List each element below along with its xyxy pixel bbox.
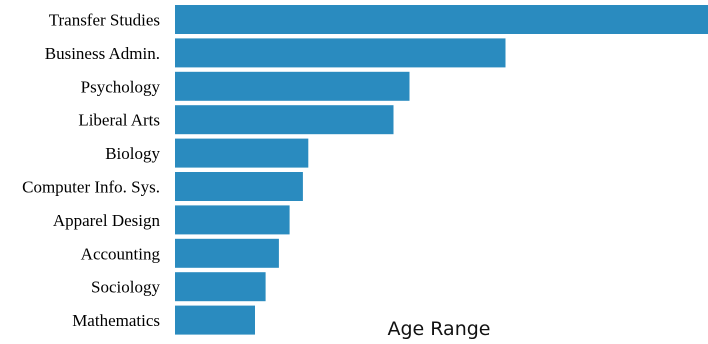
bar-liberal-arts <box>175 105 394 135</box>
bar-mathematics <box>175 305 255 335</box>
x-axis-title: Age Range <box>387 318 490 340</box>
category-label: Sociology <box>91 278 160 297</box>
bar-sociology <box>175 272 266 302</box>
category-label: Psychology <box>81 77 161 96</box>
category-label: Transfer Studies <box>49 11 160 30</box>
category-labels: Transfer Studies Business Admin. Psycholog… <box>22 11 160 331</box>
bar-apparel-design <box>175 205 290 235</box>
bars <box>175 5 708 335</box>
category-label: Liberal Arts <box>78 111 160 130</box>
category-label: Biology <box>105 144 160 163</box>
bar-computer-info-sys <box>175 172 303 201</box>
category-label: Mathematics <box>72 311 160 330</box>
category-label: Accounting <box>81 244 161 263</box>
category-label: Computer Info. Sys. <box>22 178 160 197</box>
category-label: Apparel Design <box>53 211 161 230</box>
bar-accounting <box>175 238 279 268</box>
category-label: Business Admin. <box>45 44 160 63</box>
bar-business-admin <box>175 38 506 68</box>
bar-biology <box>175 138 309 168</box>
bar-psychology <box>175 71 410 101</box>
bar-transfer-studies <box>175 5 708 34</box>
